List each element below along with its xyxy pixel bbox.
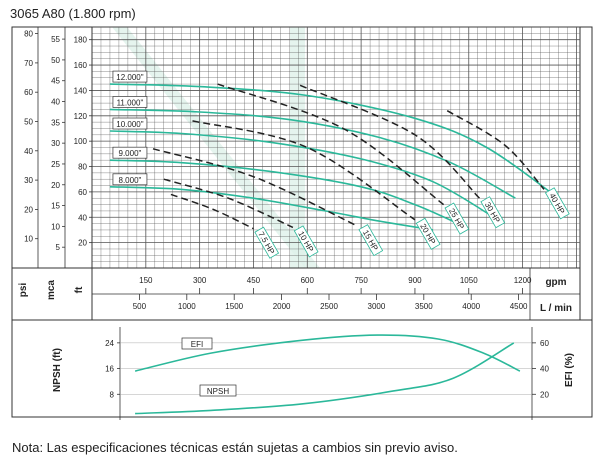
- impeller-label: 10.000": [116, 120, 143, 129]
- y-axis-title-mca: mca: [46, 280, 57, 300]
- x-tick-label-gpm: 1050: [460, 276, 478, 285]
- y-tick-label-mca: 45: [51, 77, 60, 86]
- impeller-label: 12.000": [116, 73, 143, 82]
- npsh-tick-label: 16: [105, 365, 114, 374]
- hp-line: [152, 148, 358, 227]
- x-tick-label-lmin: 4000: [462, 302, 480, 311]
- x-tick-label-gpm: 750: [354, 276, 368, 285]
- npsh-tick-label: 24: [105, 339, 114, 348]
- x-tick-label-lmin: 2000: [273, 302, 291, 311]
- x-tick-label-gpm: 450: [247, 276, 261, 285]
- impeller-curve: [109, 159, 459, 225]
- x-tick-label-lmin: 3000: [368, 302, 386, 311]
- hp-label-box: [444, 202, 470, 235]
- y-tick-label-psi: 80: [24, 30, 33, 39]
- hp-label-box: [544, 187, 570, 220]
- y-tick-label-psi: 10: [24, 235, 33, 244]
- x-tick-label-lmin: 3500: [415, 302, 433, 311]
- x-unit-lmin: L / min: [540, 303, 572, 314]
- y-tick-label-mca: 50: [51, 56, 60, 65]
- impeller-label: 8.000": [119, 176, 142, 185]
- y-tick-label-ft: 100: [74, 137, 88, 146]
- impeller-label-box: [112, 146, 148, 159]
- impeller-curve: [109, 130, 495, 218]
- y-tick-label-psi: 70: [24, 59, 33, 68]
- lower-panel: [11, 319, 593, 418]
- npsh-label-box: [199, 384, 237, 397]
- efi-tick-label: 20: [540, 390, 549, 399]
- hp-label-group: 40 HP: [544, 187, 570, 220]
- efi-axis-title: EFI (%): [564, 353, 575, 387]
- impeller-label-box: [112, 70, 148, 83]
- y-tick-label-mca: 55: [51, 35, 60, 44]
- y-tick-label-ft: 120: [74, 112, 88, 121]
- chart-title: 3065 A80 (1.800 rpm): [10, 6, 136, 21]
- y-tick-label-mca: 35: [51, 118, 60, 127]
- x-tick-label-gpm: 600: [301, 276, 315, 285]
- y-tick-label-mca: 20: [51, 181, 60, 190]
- hp-label-box: [293, 225, 319, 258]
- hp-line: [446, 110, 545, 190]
- y-tick-label-ft: 140: [74, 86, 88, 95]
- efi-label: EFI: [191, 340, 203, 349]
- impeller-curve: [109, 186, 434, 231]
- x-tick-label-lmin: 4500: [510, 302, 528, 311]
- hp-label-box: [254, 226, 280, 259]
- x-unit-gpm: gpm: [545, 277, 566, 288]
- efi-label-box: [181, 337, 213, 350]
- npsh-label: NPSH: [207, 387, 229, 396]
- x-tick-label-gpm: 1200: [514, 276, 532, 285]
- efi-tick-label: 60: [540, 339, 549, 348]
- y-tick-label-psi: 50: [24, 117, 33, 126]
- x-tick-label-lmin: 500: [133, 302, 147, 311]
- impeller-label: 9.000": [119, 149, 142, 158]
- y-tick-label-ft: 80: [78, 163, 87, 172]
- y-tick-label-mca: 30: [51, 139, 60, 148]
- impeller-label: 11.000": [117, 98, 144, 107]
- y-axis-title-ft: ft: [74, 286, 85, 293]
- x-tick-label-lmin: 1500: [225, 302, 243, 311]
- y-tick-label-ft: 180: [74, 36, 88, 45]
- x-tick-label-gpm: 900: [408, 276, 422, 285]
- hp-label-group: 20 HP: [415, 217, 441, 250]
- y-tick-label-psi: 20: [24, 205, 33, 214]
- series-efi: [134, 334, 521, 372]
- y-tick-label-ft: 20: [78, 239, 87, 248]
- hp-label-box: [415, 217, 441, 250]
- hp-label-box: [480, 196, 506, 229]
- impeller-label-box: [112, 173, 148, 186]
- y-tick-label-mca: 10: [51, 222, 60, 231]
- npsh-axis-title: NPSH (ft): [52, 348, 63, 392]
- x-tick-label-gpm: 150: [139, 276, 153, 285]
- efi-tick-label: 40: [540, 365, 549, 374]
- npsh-tick-label: 8: [110, 390, 115, 399]
- impeller-curve: [109, 83, 559, 199]
- y-tick-label-psi: 40: [24, 147, 33, 156]
- hp-line: [217, 83, 445, 206]
- hp-line: [170, 193, 254, 230]
- x-tick-label-lmin: 2500: [320, 302, 338, 311]
- y-tick-label-mca: 15: [51, 202, 60, 211]
- hp-line: [299, 84, 481, 199]
- impeller-label-box: [112, 117, 148, 130]
- y-tick-label-ft: 40: [78, 213, 87, 222]
- series-npsh: [135, 342, 515, 415]
- y-tick-label-psi: 60: [24, 88, 33, 97]
- disclaimer-note: Nota: Las especificaciones técnicas está…: [12, 440, 458, 455]
- y-tick-label-mca: 25: [51, 160, 60, 169]
- y-tick-label-psi: 30: [24, 176, 33, 185]
- y-tick-label-ft: 60: [78, 188, 87, 197]
- x-tick-label-lmin: 1000: [178, 302, 196, 311]
- y-tick-label-ft: 160: [74, 61, 88, 70]
- y-tick-label-mca: 40: [51, 98, 60, 107]
- hp-label-box: [358, 224, 384, 257]
- x-tick-label-gpm: 300: [193, 276, 207, 285]
- impeller-label-box: [112, 96, 148, 108]
- impeller-curve: [109, 108, 516, 199]
- y-tick-label-mca: 5: [56, 243, 61, 252]
- hp-line: [163, 178, 294, 229]
- y-axis-title-psi: psi: [18, 283, 29, 298]
